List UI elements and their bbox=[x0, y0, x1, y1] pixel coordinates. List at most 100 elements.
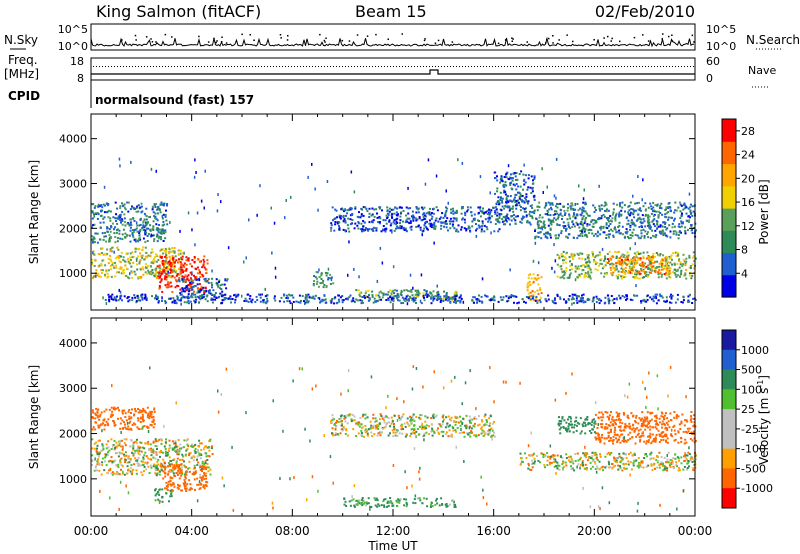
power-cell bbox=[538, 201, 541, 204]
power-cell bbox=[100, 252, 103, 254]
velocity-cell bbox=[207, 470, 210, 473]
power-cell bbox=[610, 228, 613, 231]
power-cell bbox=[182, 290, 185, 293]
power-cell bbox=[173, 251, 176, 254]
power-cell bbox=[510, 207, 513, 210]
power-cell bbox=[668, 202, 670, 205]
power-cell bbox=[629, 298, 632, 301]
power-cell bbox=[166, 262, 169, 265]
nave-point bbox=[675, 66, 676, 67]
nave-point bbox=[534, 66, 535, 67]
nsearch-point bbox=[121, 39, 123, 41]
power-cell bbox=[140, 255, 143, 258]
power-cell bbox=[581, 232, 584, 235]
velocity-cell bbox=[103, 418, 106, 421]
power-cell bbox=[617, 257, 620, 260]
power-cell bbox=[562, 250, 565, 253]
velocity-cell bbox=[98, 469, 101, 472]
power-cell bbox=[642, 217, 645, 220]
velocity-cell bbox=[170, 484, 173, 487]
power-cell bbox=[96, 232, 99, 235]
velocity-cell bbox=[197, 445, 200, 448]
power-cell bbox=[598, 184, 600, 188]
power-cell bbox=[165, 278, 168, 281]
power-cell bbox=[162, 203, 165, 205]
power-cell bbox=[165, 286, 168, 289]
power-cell bbox=[582, 264, 585, 266]
power-cell bbox=[636, 202, 639, 205]
power-cell bbox=[190, 287, 193, 289]
power-cell bbox=[610, 220, 613, 223]
power-cell bbox=[301, 295, 304, 297]
power-cell bbox=[567, 203, 569, 206]
power-cell bbox=[171, 301, 174, 304]
nave-point bbox=[567, 66, 568, 67]
power-cell bbox=[602, 227, 605, 230]
power-cell bbox=[137, 297, 140, 299]
power-cell bbox=[544, 298, 547, 301]
power-cell bbox=[498, 228, 501, 231]
power-cell bbox=[144, 295, 147, 298]
power-cell bbox=[537, 223, 540, 226]
velocity-cell bbox=[160, 449, 162, 452]
power-cell bbox=[680, 204, 683, 207]
velocity-cell bbox=[104, 456, 107, 459]
velocity-cell bbox=[200, 483, 203, 486]
power-cell bbox=[266, 294, 269, 297]
power-cell bbox=[346, 224, 349, 227]
nave-point bbox=[669, 66, 670, 67]
power-cell bbox=[559, 208, 562, 211]
velocity-cell bbox=[147, 440, 150, 443]
power-cell bbox=[132, 255, 135, 258]
power-cell bbox=[598, 302, 601, 305]
velocity-cell bbox=[177, 453, 180, 456]
power-cell bbox=[588, 223, 591, 226]
nave-point bbox=[399, 66, 400, 67]
nsky-tick-bottom-right: 10^0 bbox=[706, 40, 736, 53]
velocity-cell bbox=[156, 467, 159, 470]
power-cell bbox=[323, 299, 326, 302]
power-cell bbox=[507, 164, 510, 168]
power-cell bbox=[215, 278, 218, 281]
velocity-cell bbox=[140, 460, 143, 463]
velocity-cell bbox=[152, 418, 155, 421]
power-cell bbox=[606, 227, 609, 230]
power-cell bbox=[629, 234, 632, 237]
power-cell bbox=[107, 216, 110, 219]
power-cell bbox=[440, 297, 443, 300]
power-cell bbox=[338, 300, 341, 303]
power-cell bbox=[619, 257, 621, 260]
power-cell bbox=[314, 294, 317, 297]
power-cell bbox=[678, 259, 680, 262]
power-cell bbox=[211, 286, 213, 289]
power-cell bbox=[667, 211, 670, 213]
power-cell bbox=[119, 164, 121, 168]
power-cell bbox=[592, 255, 595, 258]
power-cell bbox=[676, 269, 679, 272]
power-cell bbox=[522, 207, 525, 210]
nave-point bbox=[483, 66, 484, 67]
power-cell bbox=[214, 292, 217, 295]
velocity-cell bbox=[198, 488, 201, 491]
nsearch-point bbox=[423, 39, 426, 42]
power-cell bbox=[620, 275, 623, 278]
nave-point bbox=[330, 66, 331, 67]
power-cell bbox=[109, 248, 112, 251]
power-cell bbox=[405, 299, 408, 302]
velocity-cell bbox=[131, 470, 133, 473]
power-cell bbox=[256, 299, 259, 301]
power-cell bbox=[359, 228, 362, 231]
power-cell bbox=[316, 271, 319, 274]
power-cell bbox=[187, 274, 190, 277]
power-cell bbox=[187, 211, 190, 215]
power-cell bbox=[168, 285, 171, 288]
velocity-cell bbox=[168, 500, 170, 503]
power-cell bbox=[137, 210, 140, 213]
nsearch-point bbox=[241, 33, 243, 36]
power-cell bbox=[124, 221, 127, 224]
power-cell bbox=[109, 230, 112, 233]
power-cell bbox=[615, 274, 618, 277]
power-cell bbox=[264, 295, 267, 298]
power-cell bbox=[471, 299, 474, 302]
nave-point bbox=[294, 66, 295, 67]
